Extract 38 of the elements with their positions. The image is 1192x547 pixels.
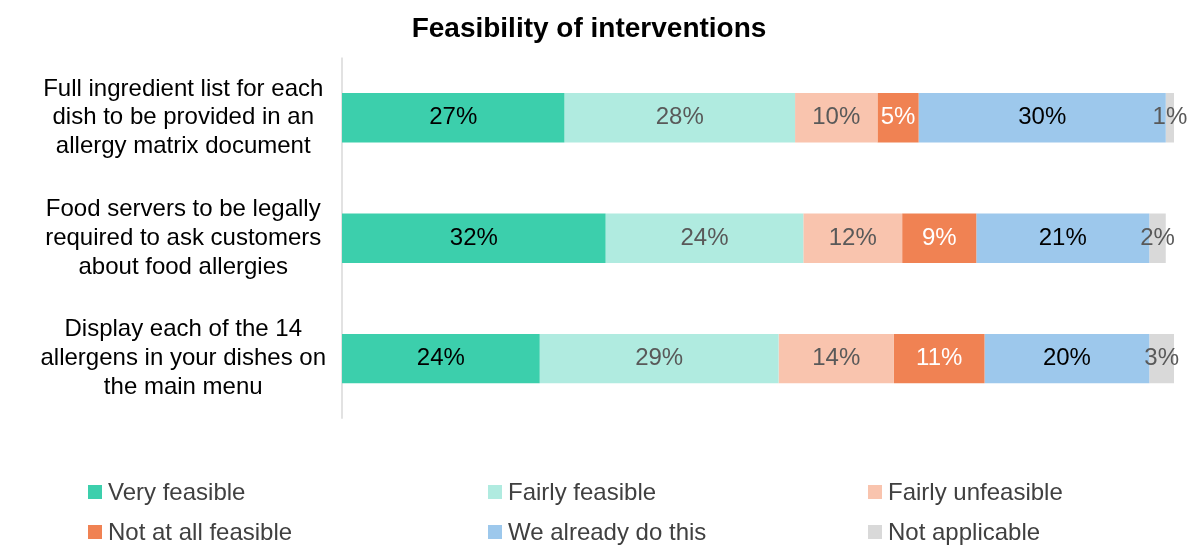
data-label: 5%	[880, 102, 916, 130]
data-label: 24%	[416, 343, 465, 371]
data-label: 30%	[1018, 102, 1067, 130]
legend-label: Not applicable	[888, 518, 1041, 546]
bar	[342, 93, 565, 143]
legend-label: Fairly unfeasible	[888, 478, 1063, 506]
bar	[778, 333, 894, 384]
data-label: 21%	[1038, 222, 1087, 250]
bar	[342, 333, 540, 384]
data-label: 24%	[680, 222, 729, 250]
data-label: 1%	[1152, 102, 1188, 130]
data-label: 12%	[828, 222, 877, 250]
bar	[902, 213, 977, 263]
data-label: 14%	[812, 343, 861, 371]
data-label: 28%	[655, 102, 704, 130]
y-tick-label: Full ingredient list for each dish to be provided in an allergy matrix document	[43, 73, 324, 159]
legend-label: We already do this	[508, 518, 707, 546]
data-label: 10%	[812, 102, 861, 130]
data-label: 3%	[1144, 343, 1179, 371]
legend-label: Not at all feasible	[108, 518, 293, 546]
legend-label: Very feasible	[108, 478, 246, 506]
y-tick-label: Food servers to be legally required to ask customers about food allergies	[45, 194, 322, 279]
data-label: 9%	[921, 222, 957, 250]
data-label: 20%	[1042, 343, 1091, 371]
y-tick-label: Display each of the 14 allergens in your dishes on the main menu	[40, 314, 327, 400]
data-label: 11%	[916, 343, 963, 371]
data-label: 2%	[1140, 222, 1175, 250]
bar	[893, 333, 985, 384]
bar	[539, 333, 779, 384]
bar	[342, 213, 606, 263]
data-label: 32%	[449, 222, 498, 250]
bar	[803, 213, 903, 263]
data-label: 29%	[635, 343, 684, 371]
data-label: 27%	[429, 102, 478, 130]
chart-title: Feasibility of interventions	[411, 11, 767, 43]
bar	[605, 213, 804, 263]
bar	[564, 93, 796, 143]
legend-label: Fairly feasible	[508, 478, 657, 506]
